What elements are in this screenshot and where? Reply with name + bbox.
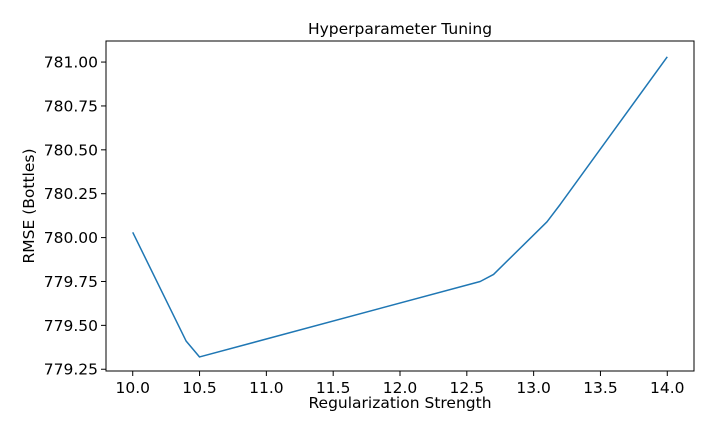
chart-title: Hyperparameter Tuning: [308, 20, 492, 38]
x-tick-label: 13.5: [583, 379, 618, 397]
x-tick-label: 10.0: [115, 379, 150, 397]
x-axis: 10.0 10.5 11.0 11.5 12.0 12.5 13.0 13.5 14.0: [115, 371, 685, 397]
x-tick-label: 11.5: [316, 379, 351, 397]
x-tick-label: 11.0: [249, 379, 284, 397]
x-tick-label: 14.0: [650, 379, 685, 397]
y-tick-label: 780.25: [44, 185, 98, 203]
y-tick-label: 781.00: [44, 54, 98, 72]
y-tick-label: 779.25: [44, 361, 98, 379]
plot-area: 10.0 10.5 11.0 11.5 12.0 12.5 13.0 13.5 14.0 779…: [44, 40, 695, 397]
y-axis-label: RMSE (Bottles): [20, 149, 38, 264]
y-axis: 779.25 779.50 779.75 780.00 780.25 780.50 780.…: [44, 54, 106, 379]
y-tick-label: 779.50: [44, 317, 98, 335]
y-tick-label: 780.75: [44, 97, 98, 115]
series-layer: [132, 56, 668, 358]
x-axis-label: Regularization Strength: [308, 394, 491, 412]
plot-frame: [105, 40, 695, 372]
y-tick-label: 780.50: [44, 141, 98, 159]
x-tick-label: 13.0: [516, 379, 551, 397]
x-tick-label: 10.5: [182, 379, 217, 397]
x-tick-label: 12.0: [383, 379, 418, 397]
x-tick-label: 12.5: [450, 379, 485, 397]
y-tick-label: 779.75: [44, 273, 98, 291]
y-tick-label: 780.00: [44, 229, 98, 247]
series-line: [132, 56, 668, 358]
